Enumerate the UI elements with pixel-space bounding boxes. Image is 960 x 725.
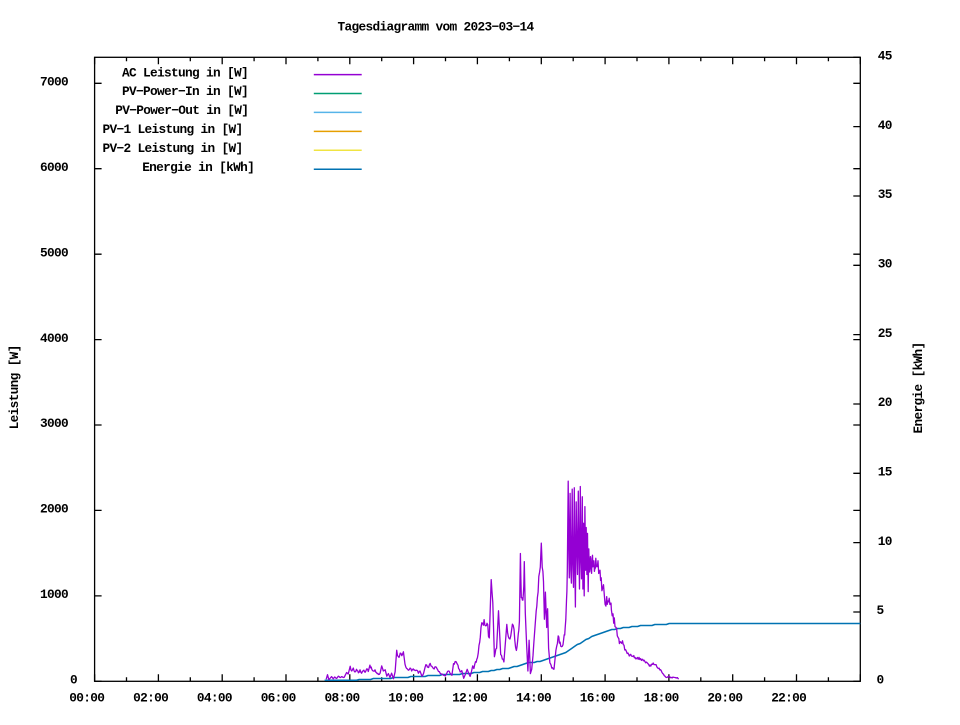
svg-text:18:00: 18:00 — [644, 691, 679, 706]
svg-text:5: 5 — [877, 603, 885, 618]
svg-text:Energie in [kWh]: Energie in [kWh] — [142, 160, 254, 175]
svg-text:08:00: 08:00 — [325, 691, 360, 706]
svg-text:Tagesdiagramm vom 2023−03−14: Tagesdiagramm vom 2023−03−14 — [338, 20, 535, 35]
svg-text:02:00: 02:00 — [133, 691, 168, 706]
svg-text:14:00: 14:00 — [516, 691, 551, 706]
svg-text:5000: 5000 — [40, 245, 68, 260]
svg-text:20:00: 20:00 — [707, 691, 742, 706]
svg-text:25: 25 — [878, 326, 893, 341]
svg-text:10: 10 — [878, 534, 892, 549]
svg-text:22:00: 22:00 — [771, 691, 806, 706]
svg-text:16:00: 16:00 — [580, 691, 615, 706]
svg-text:PV−1 Leistung in [W]: PV−1 Leistung in [W] — [103, 122, 243, 137]
svg-text:00:00: 00:00 — [69, 691, 104, 706]
svg-text:AC Leistung in [W]: AC Leistung in [W] — [122, 65, 248, 80]
svg-text:12:00: 12:00 — [452, 691, 487, 706]
svg-text:10:00: 10:00 — [388, 691, 423, 706]
svg-text:3000: 3000 — [40, 416, 68, 431]
svg-text:4000: 4000 — [40, 331, 68, 346]
svg-text:1000: 1000 — [40, 587, 68, 602]
svg-text:20: 20 — [878, 395, 892, 410]
svg-text:6000: 6000 — [40, 160, 68, 175]
svg-text:0: 0 — [70, 673, 77, 688]
svg-text:2000: 2000 — [40, 502, 68, 517]
svg-text:Energie [kWh]: Energie [kWh] — [911, 343, 926, 434]
svg-text:PV−Power−Out in [W]: PV−Power−Out in [W] — [115, 103, 248, 118]
svg-text:45: 45 — [878, 49, 893, 64]
svg-text:35: 35 — [878, 187, 893, 202]
svg-text:0: 0 — [877, 673, 884, 688]
svg-text:04:00: 04:00 — [197, 691, 232, 706]
svg-text:PV−2 Leistung in [W]: PV−2 Leistung in [W] — [103, 141, 243, 156]
svg-text:7000: 7000 — [40, 75, 68, 90]
svg-text:PV−Power−In in [W]: PV−Power−In in [W] — [122, 84, 248, 99]
svg-text:30: 30 — [878, 257, 892, 272]
svg-text:06:00: 06:00 — [261, 691, 296, 706]
svg-text:15: 15 — [878, 465, 893, 480]
svg-text:Leistung [W]: Leistung [W] — [7, 345, 22, 429]
svg-text:40: 40 — [878, 118, 892, 133]
